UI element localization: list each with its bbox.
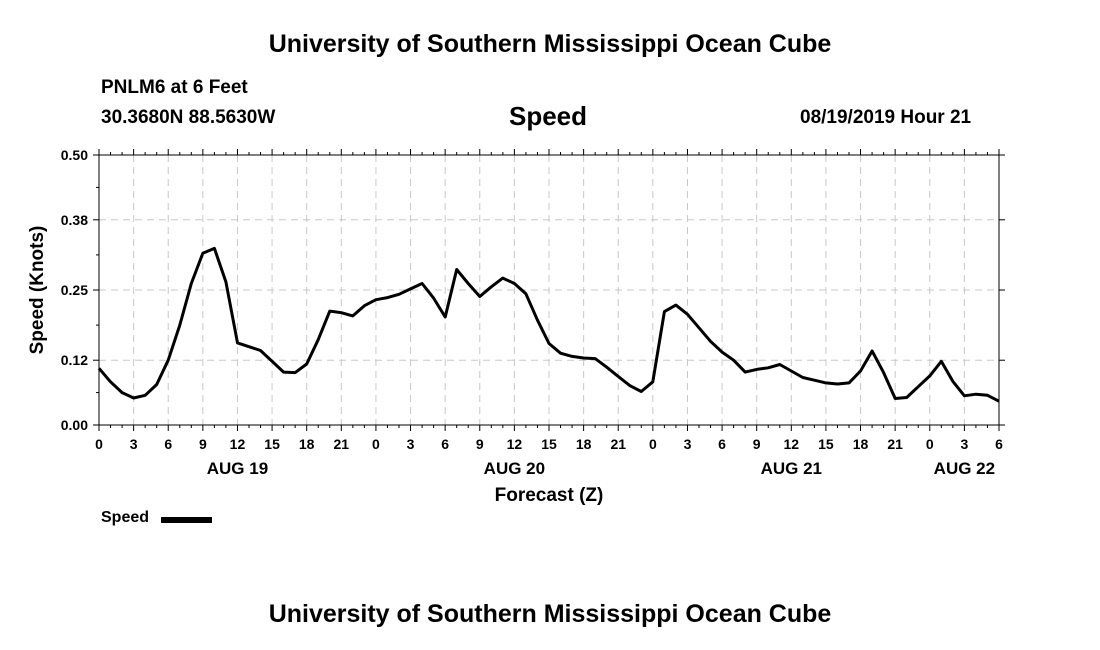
x-tick-label: 3 (130, 436, 138, 452)
x-tick-label: 3 (407, 436, 415, 452)
x-day-label: AUG 22 (934, 459, 995, 478)
legend-line-swatch (161, 517, 212, 523)
x-tick-label: 0 (372, 436, 380, 452)
y-tick-label: 0.12 (61, 352, 88, 368)
x-tick-label: 9 (199, 436, 207, 452)
datetime-label: 08/19/2019 Hour 21 (800, 107, 972, 128)
x-tick-label: 3 (684, 436, 692, 452)
x-tick-label: 6 (718, 436, 726, 452)
x-tick-label: 15 (818, 436, 834, 452)
x-tick-label: 21 (887, 436, 903, 452)
chart-variable-label: Speed (509, 101, 588, 131)
y-tick-label: 0.25 (61, 282, 88, 298)
x-axis-title: Forecast (Z) (495, 485, 604, 506)
x-tick-label: 21 (334, 436, 350, 452)
legend-label: Speed (101, 509, 150, 526)
y-axis-title: Speed (Knots) (27, 226, 48, 355)
x-tick-label: 12 (230, 436, 246, 452)
station-label: PNLM6 at 6 Feet (101, 77, 248, 98)
x-tick-label: 0 (95, 436, 103, 452)
x-tick-label: 18 (853, 436, 869, 452)
x-tick-label: 18 (576, 436, 592, 452)
x-tick-label: 15 (541, 436, 557, 452)
x-tick-label: 6 (995, 436, 1003, 452)
x-tick-label: 18 (299, 436, 315, 452)
y-tick-label: 0.00 (61, 417, 88, 433)
plot-frame (98, 154, 1000, 426)
x-tick-label: 9 (476, 436, 484, 452)
x-tick-label: 15 (264, 436, 280, 452)
x-day-label: AUG 20 (484, 459, 545, 478)
x-day-label: AUG 19 (207, 459, 268, 478)
x-day-label: AUG 21 (761, 459, 822, 478)
x-tick-label: 9 (753, 436, 761, 452)
x-tick-label: 0 (926, 436, 934, 452)
page-title-top: University of Southern Mississippi Ocean… (268, 30, 832, 58)
x-tick-label: 3 (960, 436, 968, 452)
series-line-speed (97, 246, 1000, 403)
x-tick-label: 12 (507, 436, 523, 452)
x-tick-label: 0 (649, 436, 657, 452)
x-tick-label: 6 (164, 436, 172, 452)
x-tick-label: 12 (784, 436, 800, 452)
x-tick-label: 21 (610, 436, 626, 452)
x-tick-label: 6 (441, 436, 449, 452)
page-title-bottom: University of Southern Mississippi Ocean… (268, 600, 832, 628)
y-tick-label: 0.50 (61, 147, 88, 163)
y-tick-label: 0.38 (61, 212, 88, 228)
coordinates-label: 30.3680N 88.5630W (101, 107, 276, 128)
